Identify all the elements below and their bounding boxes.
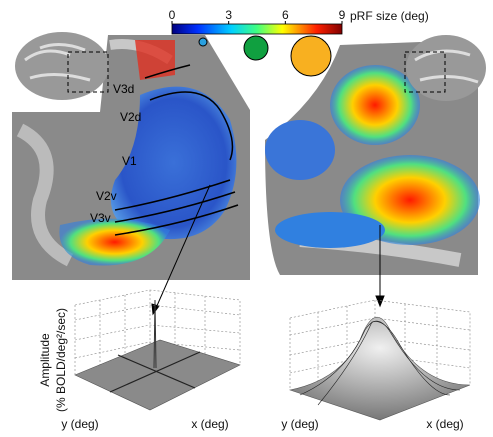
colorbar-tick-label: 3 xyxy=(225,8,232,22)
plot-right xyxy=(290,300,470,420)
colorbar-tick-label: 6 xyxy=(282,8,289,22)
area-label: V2v xyxy=(96,189,117,203)
x-axis-label: x (deg) xyxy=(191,417,228,431)
y-axis-label: y (deg) xyxy=(61,417,98,431)
area-label: V3v xyxy=(90,211,111,225)
y-axis-label: y (deg) xyxy=(281,417,318,431)
area-label: V1 xyxy=(122,154,137,168)
area-label: V3d xyxy=(113,82,134,96)
size-circle xyxy=(244,36,268,60)
z-axis-unit: (% BOLD/deg²/sec) xyxy=(54,308,68,412)
colorbar-tick-label: 0 xyxy=(169,8,176,22)
size-circle xyxy=(199,38,207,46)
colorbar-ramp xyxy=(172,24,342,34)
size-circle xyxy=(291,36,331,76)
inset-brain-left xyxy=(15,32,109,100)
z-axis-label: Amplitude xyxy=(38,333,52,387)
x-axis-label: x (deg) xyxy=(426,417,463,431)
area-label: V2d xyxy=(120,110,141,124)
colorbar-tick-label: 9 xyxy=(339,8,346,22)
colorbar-label: pRF size (deg) xyxy=(350,9,429,23)
figure: V3d V2d V1 V2v V3v pRF size (deg) 0 3 6 9 xyxy=(0,0,493,432)
